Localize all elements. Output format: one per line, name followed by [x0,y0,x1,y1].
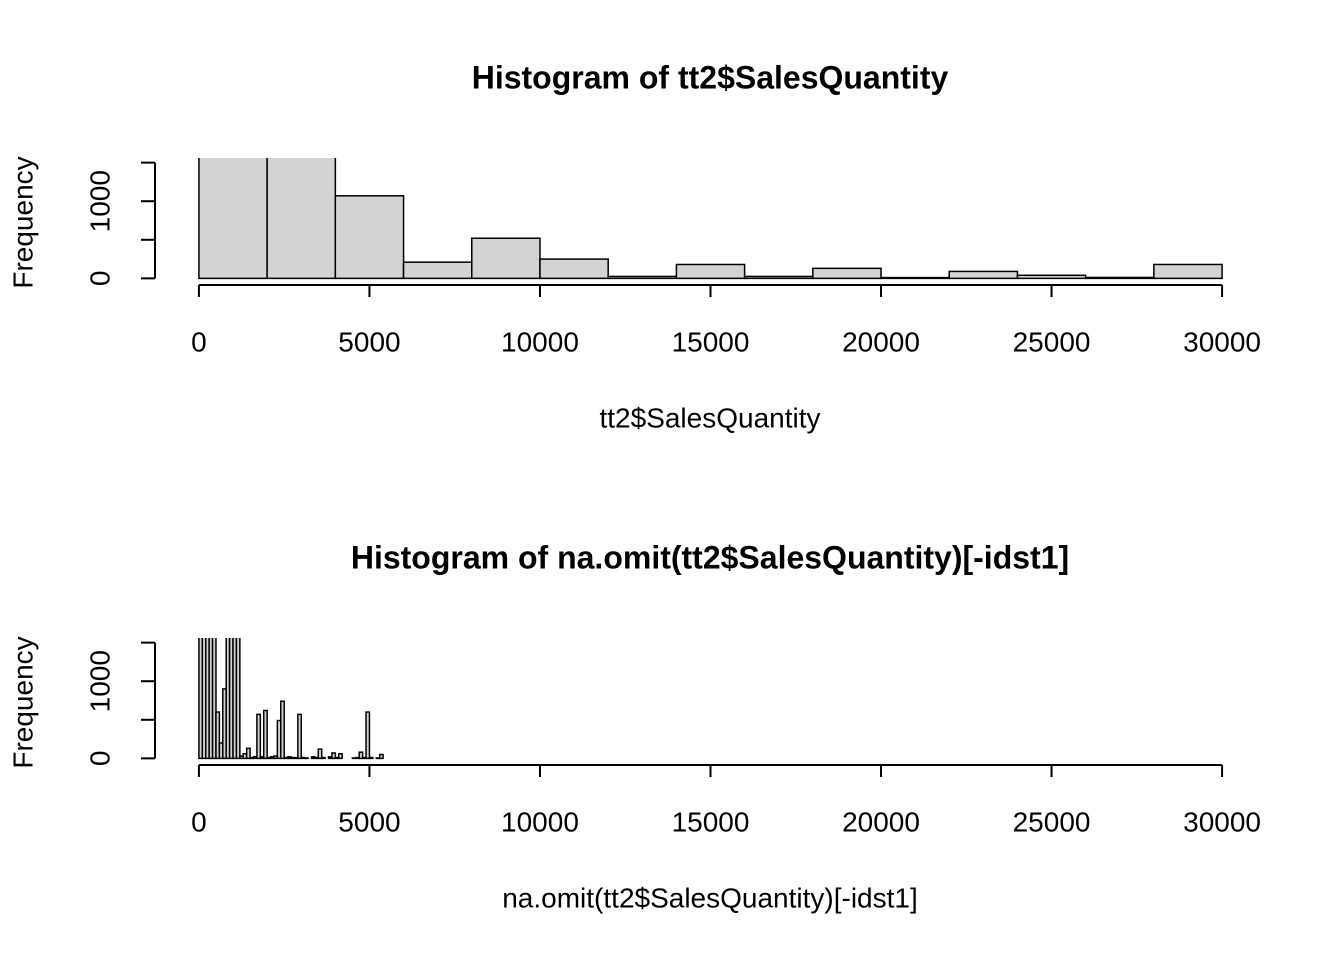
chart-title: Histogram of tt2$SalesQuantity [472,59,949,95]
bar [215,711,221,760]
bars [198,158,1223,280]
bar [539,258,609,280]
bar [280,700,285,760]
x-tick-label: 20000 [842,326,920,357]
y-tick-label: 1000 [84,170,115,232]
x-tick-label: 0 [191,326,207,357]
y-axis-label: Frequency [7,636,38,768]
bar [402,261,473,280]
bar [365,711,371,760]
bar [675,263,746,280]
bar [198,158,268,280]
bar [471,237,541,280]
x-tick-label: 15000 [672,326,750,357]
bar [331,752,337,760]
x-axis-label: tt2$SalesQuantity [599,402,820,433]
bar [297,713,302,760]
bar [743,275,814,280]
bar [320,756,326,760]
x-tick-label: 10000 [501,806,579,837]
x-tick-label: 5000 [338,326,400,357]
x-tick-label: 30000 [1183,806,1261,837]
bar [358,751,364,760]
bar [256,713,262,760]
bar [607,275,678,280]
x-tick-label: 25000 [1013,326,1091,357]
bar [262,709,268,760]
x-axis-label: na.omit(tt2$SalesQuantity)[-idst1] [502,882,918,913]
bar [1153,263,1223,280]
x-tick-label: 25000 [1013,806,1091,837]
x-tick-label: 20000 [842,806,920,837]
bar [368,756,374,760]
x-tick-label: 5000 [338,806,400,837]
bar [334,195,405,280]
y-axis-label: Frequency [7,156,38,288]
bar [812,267,882,280]
bar [235,638,241,760]
bar [317,748,323,760]
x-tick-label: 15000 [672,806,750,837]
y-tick-label: 0 [84,271,115,287]
chart-title: Histogram of na.omit(tt2$SalesQuantity)[… [351,539,1069,575]
x-tick-label: 0 [191,806,207,837]
bar [1016,274,1087,280]
bar [266,158,337,280]
bar [378,753,384,760]
bar [245,747,251,760]
bar [211,638,217,760]
bar [948,270,1019,280]
x-tick-label: 10000 [501,326,579,357]
y-tick-label: 1000 [84,650,115,712]
bar [1084,276,1155,280]
bars [198,638,384,760]
bar [880,276,950,280]
x-tick-label: 30000 [1183,326,1261,357]
y-tick-label: 0 [84,751,115,767]
bar [338,752,343,760]
